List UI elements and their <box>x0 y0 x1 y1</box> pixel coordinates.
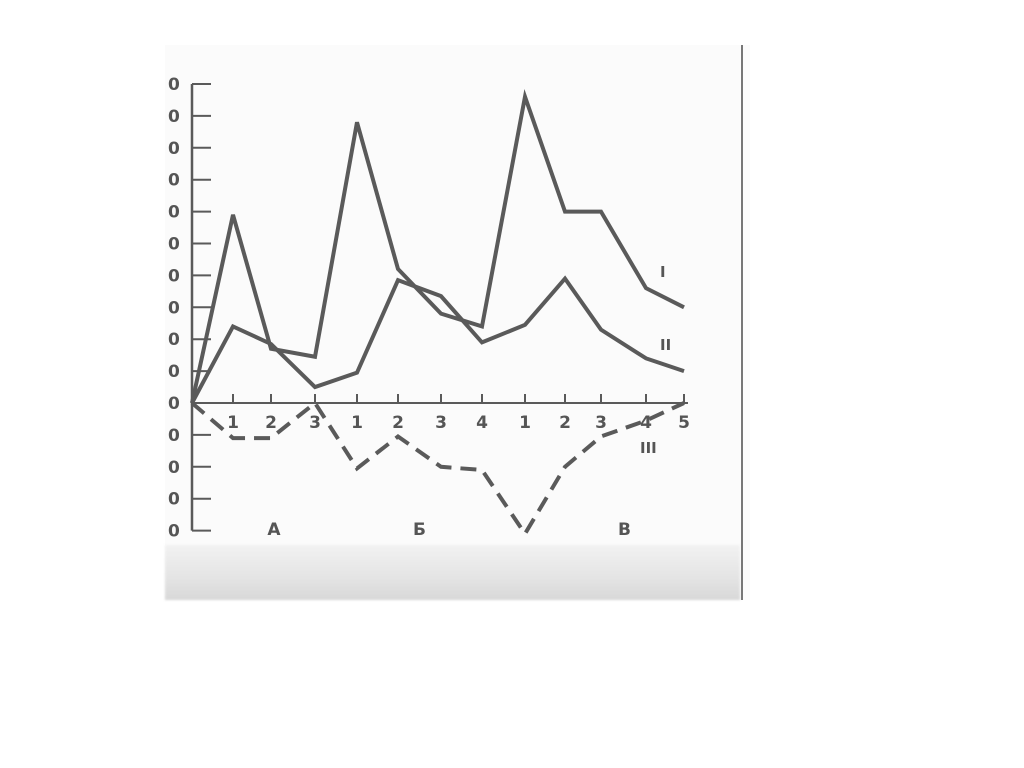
x-tick-label: 2 <box>265 413 277 433</box>
series-label: I <box>660 263 666 281</box>
x-tick-label: 2 <box>392 413 404 433</box>
y-tick-label: 0 <box>168 139 180 159</box>
y-tick-label: 0 <box>168 330 180 350</box>
series-label: III <box>640 439 657 457</box>
series-line-i <box>190 89 685 404</box>
group-label: Б <box>413 520 426 540</box>
y-tick-label: 0 <box>168 298 180 318</box>
blurred-caption-band <box>165 545 740 600</box>
x-tick-label: 3 <box>309 413 321 433</box>
x-tick-label: 3 <box>595 413 607 433</box>
y-tick-label: 0 <box>168 235 180 255</box>
y-tick-label: 0 <box>168 171 180 191</box>
series-line-ii <box>190 275 685 404</box>
y-tick-label: 0 <box>168 426 180 446</box>
x-tick-label: 4 <box>476 413 488 433</box>
x-tick-label: 4 <box>640 413 652 433</box>
series-label: II <box>660 336 671 354</box>
y-tick-label: 0 <box>168 394 180 414</box>
group-label: А <box>267 520 281 540</box>
y-tick-label: 0 <box>168 75 180 95</box>
x-tick-label: 2 <box>559 413 571 433</box>
x-tick-label: 5 <box>678 413 690 433</box>
x-tick-label: 1 <box>351 413 363 433</box>
y-tick-label: 0 <box>168 458 180 478</box>
y-tick-label: 0 <box>168 266 180 286</box>
y-tick-label: 0 <box>168 203 180 223</box>
y-tick-label: 0 <box>168 107 180 127</box>
y-tick-label: 0 <box>168 522 180 542</box>
y-tick-label: 0 <box>168 490 180 510</box>
x-tick-label: 1 <box>519 413 531 433</box>
x-tick-label: 3 <box>435 413 447 433</box>
y-tick-label: 0 <box>168 362 180 382</box>
group-label: В <box>618 520 631 540</box>
x-tick-label: 1 <box>227 413 239 433</box>
